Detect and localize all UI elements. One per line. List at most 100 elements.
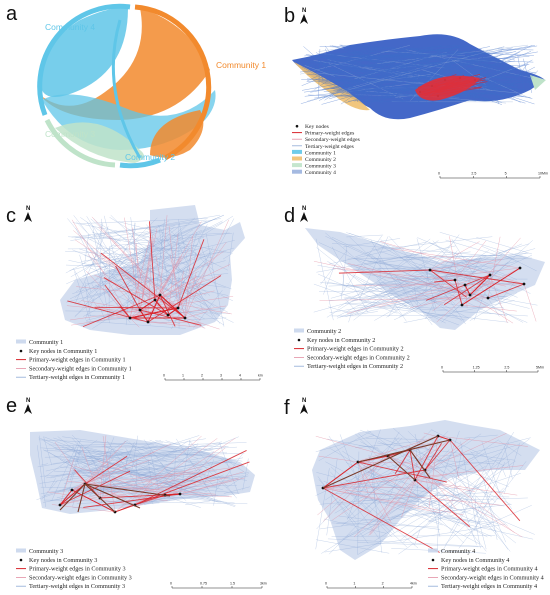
edge bbox=[332, 61, 491, 69]
legend-label: Key nodes in Community 3 bbox=[29, 557, 97, 564]
tertiary-edge bbox=[331, 535, 496, 537]
edge bbox=[328, 48, 376, 57]
tertiary-edge bbox=[416, 238, 437, 308]
primary-edge bbox=[84, 483, 141, 509]
tertiary-edge bbox=[327, 261, 435, 323]
scale-label: 0 bbox=[441, 366, 443, 370]
tertiary-edge bbox=[177, 231, 198, 307]
tertiary-edge bbox=[328, 283, 393, 287]
panel-letter-d: d bbox=[284, 205, 295, 227]
tertiary-edge bbox=[403, 256, 453, 267]
edge bbox=[461, 62, 492, 66]
primary-edge bbox=[83, 493, 181, 508]
legend-swatch bbox=[16, 548, 26, 553]
tertiary-edge bbox=[82, 474, 221, 503]
edge bbox=[319, 46, 341, 48]
chord-arc-community-1 bbox=[134, 4, 212, 161]
legend-item: Community 2 bbox=[292, 156, 336, 163]
panel-d: d N Community 2 Key nodes in Community 2 P… bbox=[284, 205, 545, 373]
tertiary-edge bbox=[69, 457, 101, 478]
tertiary-edge bbox=[449, 431, 515, 533]
legend-item: Primary-weight edges bbox=[292, 131, 354, 137]
secondary-edge bbox=[380, 241, 525, 285]
chord-ribbons bbox=[40, 7, 216, 163]
edge bbox=[303, 59, 330, 65]
tertiary-edge bbox=[188, 442, 247, 445]
tertiary-edge bbox=[422, 255, 500, 292]
tertiary-edge bbox=[48, 478, 56, 490]
legend-label: Tertiary-weight edges in Community 4 bbox=[441, 583, 537, 590]
tertiary-edge bbox=[352, 274, 446, 324]
primary-edge bbox=[449, 439, 521, 522]
legend-swatch bbox=[292, 169, 302, 174]
primary-edge bbox=[409, 449, 431, 479]
legend-item: Secondary-weight edges in Community 2 bbox=[294, 354, 410, 361]
scale-label: 5Mm bbox=[536, 366, 544, 370]
tertiary-edge bbox=[354, 285, 486, 315]
primary-edge bbox=[129, 307, 179, 319]
legend-item: Secondary-weight edges in Community 4 bbox=[428, 574, 544, 581]
scale-bar-b: 0 2.5 5 10Mm bbox=[438, 172, 548, 179]
scale-bar-c: 0 1 2 3 4 km bbox=[163, 374, 263, 381]
secondary-edge bbox=[71, 443, 171, 491]
legend-swatch bbox=[294, 328, 304, 333]
tertiary-edge bbox=[425, 271, 429, 292]
secondary-edge bbox=[359, 435, 439, 462]
tertiary-edge bbox=[151, 282, 234, 323]
tertiary-edge bbox=[90, 217, 158, 285]
secondary-edge bbox=[73, 230, 156, 301]
scale-label: 4 bbox=[239, 374, 241, 378]
tertiary-edge bbox=[38, 439, 155, 446]
primary-edge bbox=[119, 306, 131, 319]
edge bbox=[354, 69, 386, 102]
edge-bundle-e bbox=[36, 434, 250, 514]
legend-f: Community 4 Key nodes in Community 4 Prima… bbox=[428, 548, 544, 590]
tertiary-edge bbox=[505, 248, 536, 257]
legend-swatch bbox=[16, 339, 26, 344]
tertiary-edge bbox=[73, 215, 88, 233]
tertiary-edge bbox=[74, 224, 187, 317]
legend-label: Secondary-weight edges in Community 2 bbox=[307, 354, 410, 361]
tertiary-edge bbox=[374, 484, 462, 542]
edge bbox=[395, 45, 442, 62]
tertiary-edge bbox=[474, 461, 506, 531]
tertiary-edge bbox=[65, 449, 124, 462]
legend-label: Community 3 bbox=[305, 164, 336, 170]
secondary-edge bbox=[177, 307, 201, 321]
edge bbox=[451, 53, 519, 78]
tertiary-edge bbox=[338, 240, 439, 308]
tertiary-edge bbox=[357, 542, 479, 548]
secondary-edge bbox=[387, 455, 523, 538]
edge-bundle-c bbox=[65, 214, 235, 330]
tertiary-edge bbox=[365, 473, 449, 515]
tertiary-edge bbox=[99, 218, 102, 297]
tertiary-edge bbox=[144, 256, 232, 290]
edge bbox=[491, 69, 506, 76]
legend-label: Community 3 bbox=[29, 548, 63, 555]
tertiary-edge bbox=[412, 458, 495, 465]
panel-letter-a: a bbox=[6, 3, 18, 25]
tertiary-edge bbox=[313, 283, 398, 314]
tertiary-edge bbox=[391, 548, 486, 554]
tertiary-edge bbox=[331, 522, 438, 528]
secondary-edge bbox=[369, 435, 439, 533]
scale-label: 0 bbox=[163, 374, 165, 378]
tertiary-edge bbox=[123, 440, 168, 462]
tertiary-edge bbox=[135, 455, 138, 493]
edge bbox=[494, 89, 521, 103]
tertiary-edge bbox=[183, 246, 214, 306]
tertiary-edge bbox=[360, 441, 470, 499]
legend-label: Tertiary-weight edges bbox=[305, 144, 354, 150]
tertiary-edge bbox=[406, 253, 529, 260]
tertiary-edge bbox=[71, 219, 207, 238]
tertiary-edge bbox=[331, 492, 349, 509]
tertiary-edge bbox=[411, 297, 433, 326]
legend-label: Tertiary-weight edges in Community 1 bbox=[29, 374, 125, 381]
tertiary-edge bbox=[398, 459, 505, 474]
edge bbox=[420, 52, 515, 60]
primary-edge bbox=[154, 299, 169, 316]
scale-bar-f: 0 1 2 4km bbox=[325, 582, 417, 589]
panel-letter-c: c bbox=[6, 205, 16, 227]
key-node bbox=[468, 293, 472, 297]
legend-item: Tertiary-weight edges in Community 4 bbox=[428, 583, 537, 590]
